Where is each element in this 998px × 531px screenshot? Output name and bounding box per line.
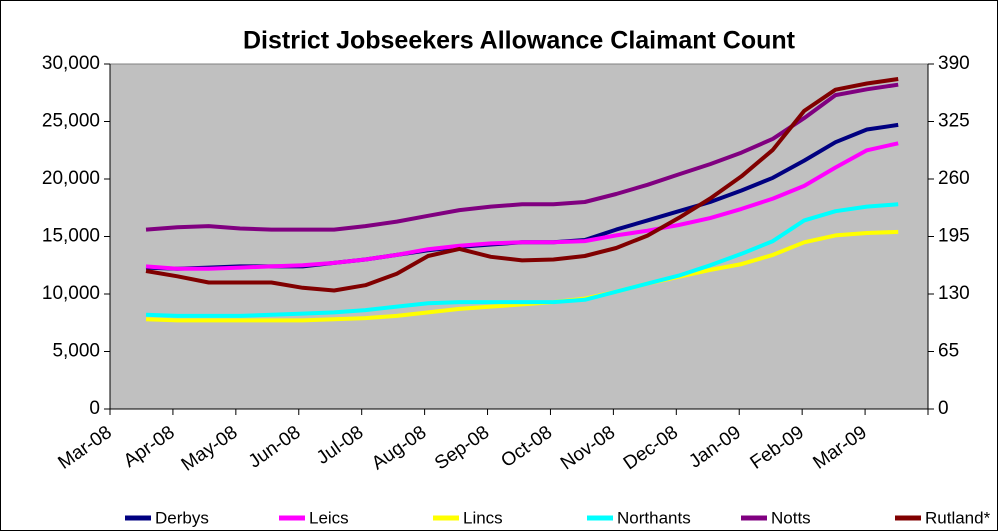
legend-label: Rutland* [925, 508, 991, 527]
y2-tick-label: 0 [938, 398, 949, 419]
plot-area [109, 63, 929, 410]
legend-label: Leics [309, 508, 349, 527]
series-line [145, 202, 899, 318]
y-tick-label: 15,000 [42, 226, 100, 247]
series-line [145, 229, 899, 323]
y-tick-label: 0 [89, 398, 100, 419]
y-tick-label: 10,000 [42, 283, 100, 304]
y2-tick-label: 325 [938, 111, 970, 132]
y2-tick-label: 65 [938, 341, 959, 362]
y2-tick-label: 260 [938, 168, 970, 189]
series-line [145, 141, 899, 271]
series-line [145, 77, 899, 293]
series-line [145, 82, 899, 232]
legend-label: Lincs [463, 508, 503, 527]
y-tick-label: 30,000 [42, 53, 100, 74]
y2-tick-label: 130 [938, 283, 970, 304]
chart-title: District Jobseekers Allowance Claimant C… [243, 27, 796, 55]
y-tick-label: 25,000 [42, 111, 100, 132]
y2-tick-label: 390 [938, 53, 970, 74]
legend-label: Northants [617, 508, 691, 527]
legend-label: Derbys [155, 508, 209, 527]
y-tick-label: 5,000 [52, 341, 100, 362]
y-tick-label: 20,000 [42, 168, 100, 189]
legend-label: Notts [771, 508, 811, 527]
y2-tick-label: 195 [938, 226, 970, 247]
